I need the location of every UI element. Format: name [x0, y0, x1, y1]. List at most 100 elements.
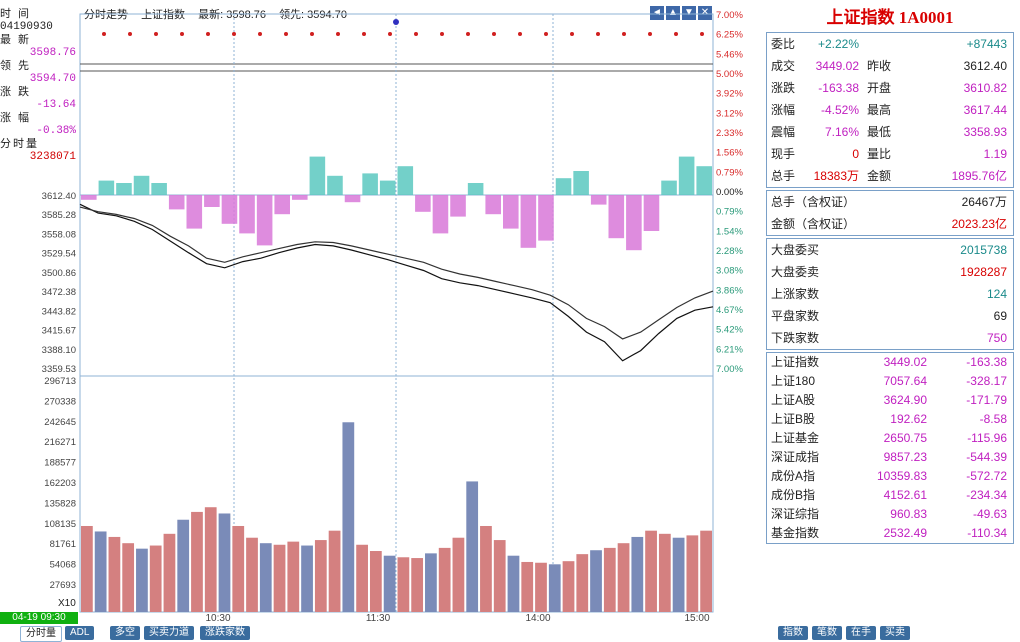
time-axis-label: 11:30	[366, 613, 391, 624]
volume-bar	[480, 525, 492, 612]
sell-strength-bar	[81, 195, 97, 200]
stat-row: 下跌家数 750	[767, 327, 1013, 349]
event-marker-dot	[492, 32, 496, 36]
quote-value: 3617.44	[963, 103, 1007, 117]
index-row[interactable]: 上证基金 2650.75 -115.96	[767, 429, 1013, 448]
arrow-down-icon[interactable]: ▼	[682, 6, 696, 20]
volume-bar	[163, 533, 176, 612]
index-change: -49.63	[972, 507, 1007, 521]
panel-tab-2[interactable]: 在手	[846, 626, 876, 640]
index-row[interactable]: 深证综指 960.83 -49.63	[767, 505, 1013, 524]
stat-row: 大盘委买 2015738	[767, 239, 1013, 261]
index-change: -115.96	[967, 431, 1007, 445]
price-tick-label: 3415.67	[42, 326, 76, 337]
quote-title: 上证指数 1A0001	[826, 8, 954, 27]
zoom-in-icon[interactable]: ◄	[650, 6, 664, 20]
index-list-box[interactable]: 上证指数 3449.02 -163.38 上证180 7057.64 -328.17 上证A…	[766, 352, 1014, 544]
header-index-name: 上证指数	[141, 9, 186, 21]
quote-panel: 上证指数 1A0001 委比 +2.22% +87443 成交 3449.02 昨收 361…	[766, 6, 1014, 544]
price-tick-label: 3472.38	[42, 287, 76, 298]
volume-bar	[177, 519, 190, 612]
panel-tab-3[interactable]: 买卖	[880, 626, 910, 640]
panel-tab-1[interactable]: 笔数	[812, 626, 842, 640]
volume-bar	[232, 525, 245, 612]
arrow-up-icon[interactable]: ▲	[666, 6, 680, 20]
time-box: 04-19 09:30	[0, 612, 78, 624]
buy-strength-bar	[555, 178, 572, 195]
rights-value: 2023.23亿	[951, 217, 1007, 231]
volume-tick-label: 216271	[44, 437, 76, 448]
quote-label: 涨幅	[771, 103, 796, 117]
latest-label: 最 新	[0, 34, 32, 46]
quote-row: 总手 18383万 金额 1895.76亿	[767, 165, 1013, 187]
index-row[interactable]: 成份A指 10359.83 -572.72	[767, 467, 1013, 486]
index-row[interactable]: 上证指数 3449.02 -163.38	[767, 353, 1013, 372]
indicator-tab-4[interactable]: 涨跌家数	[200, 626, 250, 640]
event-marker-dot	[700, 32, 704, 36]
quote-value: 3449.02	[815, 59, 859, 73]
volume-value: 3238071	[29, 151, 76, 163]
index-price: 2532.49	[883, 526, 927, 540]
quote-label: 最低	[867, 125, 892, 139]
market-stats-box: 大盘委买 2015738 大盘委卖 1928287 上涨家数 124 平盘家数 69 下跌家数 7…	[766, 238, 1014, 350]
pct-tick-label: 6.21%	[716, 344, 743, 355]
volume-bar	[314, 540, 327, 612]
index-change: -572.72	[966, 469, 1007, 483]
pct-tick-label: 0.00%	[716, 187, 743, 198]
index-name: 上证基金	[771, 431, 820, 445]
indicator-tab-2[interactable]: 多空	[110, 626, 140, 640]
index-name: 上证B股	[771, 412, 816, 426]
sell-strength-bar	[590, 195, 607, 205]
volume-bar	[301, 545, 313, 612]
quote-label: 量比	[867, 147, 892, 161]
index-row[interactable]: 上证B股 192.62 -8.58	[767, 410, 1013, 429]
volume-bar	[562, 561, 575, 612]
volume-bar	[218, 513, 231, 612]
volume-bar	[342, 422, 355, 612]
volume-bar	[356, 544, 368, 612]
index-row[interactable]: 深证成指 9857.23 -544.39	[767, 448, 1013, 467]
pct-tick-label: 0.79%	[716, 167, 743, 178]
panel-tab-0[interactable]: 指数	[778, 626, 808, 640]
sell-strength-bar	[643, 195, 660, 231]
index-row[interactable]: 基金指数 2532.49 -110.34	[767, 524, 1013, 543]
index-row[interactable]: 成份B指 4152.61 -234.34	[767, 486, 1013, 505]
index-row[interactable]: 上证180 7057.64 -328.17	[767, 372, 1013, 391]
pct-tick-label: 2.33%	[716, 128, 743, 139]
price-tick-label: 3585.28	[42, 210, 76, 221]
volume-bar	[686, 535, 699, 612]
lead-label: 领 先	[0, 60, 32, 72]
index-name: 基金指数	[771, 526, 820, 540]
index-price: 4152.61	[883, 488, 927, 502]
indicator-tab-3[interactable]: 买卖力道	[144, 626, 194, 640]
buy-strength-bar	[327, 175, 343, 195]
close-icon[interactable]: ✕	[698, 6, 712, 20]
stat-row: 上涨家数 124	[767, 283, 1013, 305]
event-marker-dot	[232, 32, 236, 36]
time-axis-label: 14:00	[525, 613, 550, 624]
rights-row: 金额（含权证） 2023.23亿	[767, 213, 1013, 235]
volume-bar	[617, 543, 630, 612]
index-change: -171.79	[966, 393, 1007, 407]
event-marker-dot	[544, 32, 548, 36]
index-price: 2650.75	[883, 431, 927, 445]
price-tick-label: 3529.54	[42, 249, 76, 260]
quote-value: 7.16%	[824, 125, 859, 139]
event-marker-dot	[258, 32, 262, 36]
index-row[interactable]: 上证A股 3624.90 -171.79	[767, 391, 1013, 410]
change-value: -13.64	[36, 99, 76, 111]
quote-label: 现手	[771, 147, 796, 161]
time-label: 时 间	[0, 8, 32, 20]
buy-strength-bar	[379, 180, 396, 195]
average-line	[79, 206, 714, 340]
indicator-tab-1[interactable]: ADL	[65, 626, 95, 640]
index-name: 上证A股	[771, 393, 816, 407]
sell-strength-bar	[538, 195, 554, 241]
volume-bar	[658, 533, 671, 612]
indicator-tab-0[interactable]: 分时量	[20, 626, 62, 642]
stat-value: 124	[986, 287, 1007, 301]
index-price: 192.62	[890, 412, 927, 426]
index-change: -110.34	[967, 526, 1007, 540]
volume-bar	[81, 525, 93, 612]
